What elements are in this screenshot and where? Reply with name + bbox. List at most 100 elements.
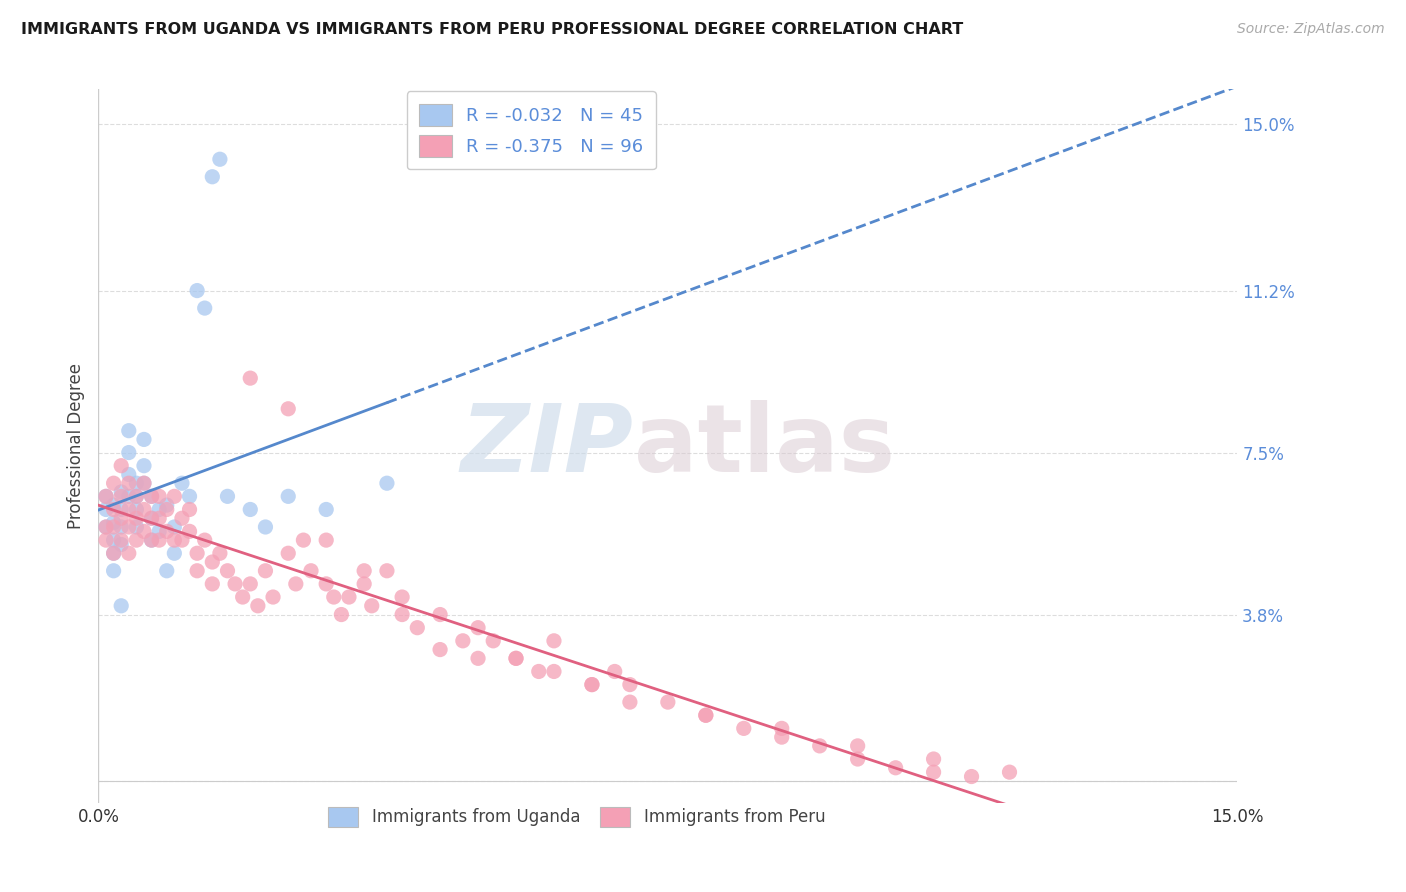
Point [543,665,565,679]
Point [603,665,626,679]
Point [163,520,186,534]
Point [179,502,201,516]
Point [695,708,717,723]
Point [125,502,148,516]
Point [201,555,224,569]
Point [186,564,208,578]
Point [94,520,117,534]
Point [125,520,148,534]
Point [141,533,163,548]
Point [292,533,315,548]
Point [118,476,141,491]
Point [110,511,132,525]
Point [103,498,125,512]
Point [246,599,269,613]
Point [125,533,148,548]
Point [118,546,141,560]
Point [232,590,254,604]
Point [163,546,186,560]
Point [132,476,155,491]
Point [132,458,155,473]
Point [110,537,132,551]
Point [170,511,193,525]
Point [94,489,117,503]
Point [406,621,429,635]
Point [118,467,141,482]
Point [94,489,117,503]
Point [239,502,262,516]
Point [239,371,262,385]
Point [110,520,132,534]
Point [254,520,277,534]
Point [103,516,125,530]
Point [315,502,337,516]
Point [141,489,163,503]
Point [208,546,231,560]
Point [808,739,831,753]
Point [284,577,307,591]
Point [125,476,148,491]
Point [103,476,125,491]
Point [170,533,193,548]
Point [217,564,239,578]
Point [110,599,132,613]
Legend: Immigrants from Uganda, Immigrants from Peru: Immigrants from Uganda, Immigrants from … [322,800,832,834]
Point [581,677,603,691]
Point [391,590,413,604]
Point [375,564,398,578]
Point [118,502,141,516]
Point [353,564,375,578]
Point [141,533,163,548]
Point [322,590,344,604]
Point [884,761,907,775]
Point [201,577,224,591]
Point [103,564,125,578]
Point [110,489,132,503]
Point [132,524,155,539]
Point [118,520,141,534]
Point [148,524,170,539]
Point [657,695,679,709]
Y-axis label: Professional Degree: Professional Degree [66,363,84,529]
Text: atlas: atlas [634,400,894,492]
Point [94,533,117,548]
Point [148,533,170,548]
Point [118,489,141,503]
Point [110,533,132,548]
Point [156,564,179,578]
Point [960,770,983,784]
Point [262,590,284,604]
Point [201,169,224,184]
Point [103,520,125,534]
Point [208,153,231,167]
Point [581,677,603,691]
Point [619,695,641,709]
Point [141,511,163,525]
Point [391,607,413,622]
Point [337,590,360,604]
Point [277,546,299,560]
Point [527,665,550,679]
Point [254,564,277,578]
Point [163,489,186,503]
Point [110,458,132,473]
Point [148,502,170,516]
Point [922,765,945,780]
Point [770,722,793,736]
Point [467,651,489,665]
Point [315,533,337,548]
Point [94,502,117,516]
Point [103,533,125,548]
Point [179,524,201,539]
Point [505,651,527,665]
Point [277,489,299,503]
Point [103,502,125,516]
Point [846,752,869,766]
Point [118,424,141,438]
Point [543,633,565,648]
Point [148,511,170,525]
Point [148,489,170,503]
Point [239,577,262,591]
Point [141,489,163,503]
Point [132,476,155,491]
